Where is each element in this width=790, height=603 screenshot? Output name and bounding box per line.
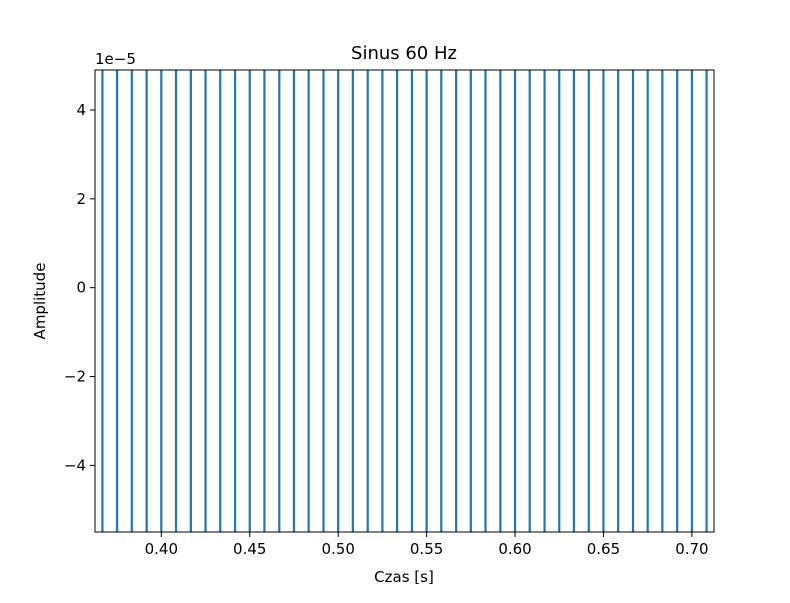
y-tick-label: 0	[76, 279, 86, 297]
y-axis-label: Amplitude	[31, 263, 49, 340]
x-axis-ticks: 0.40 0.45 0.50 0.55 0.60 0.65 0.70	[145, 532, 709, 558]
x-tick-label: 0.55	[410, 540, 443, 558]
plot-area	[101, 70, 708, 532]
x-tick-label: 0.50	[321, 540, 354, 558]
x-tick-label: 0.65	[587, 540, 620, 558]
y-axis-offset-label: 1e−5	[95, 50, 136, 68]
x-axis-label: Czas [s]	[374, 568, 434, 586]
x-tick-label: 0.60	[498, 540, 531, 558]
x-tick-label: 0.70	[675, 540, 708, 558]
series-line-group	[101, 70, 708, 532]
y-tick-label: 2	[76, 190, 86, 208]
y-axis-ticks: −4 −2 0 2 4	[64, 101, 95, 474]
chart-title: Sinus 60 Hz	[351, 43, 457, 64]
y-tick-label: −4	[64, 456, 86, 474]
x-tick-label: 0.40	[145, 540, 178, 558]
y-tick-label: −2	[64, 368, 86, 386]
x-tick-label: 0.45	[233, 540, 266, 558]
y-tick-label: 4	[76, 101, 86, 119]
plot-frame	[94, 69, 715, 533]
